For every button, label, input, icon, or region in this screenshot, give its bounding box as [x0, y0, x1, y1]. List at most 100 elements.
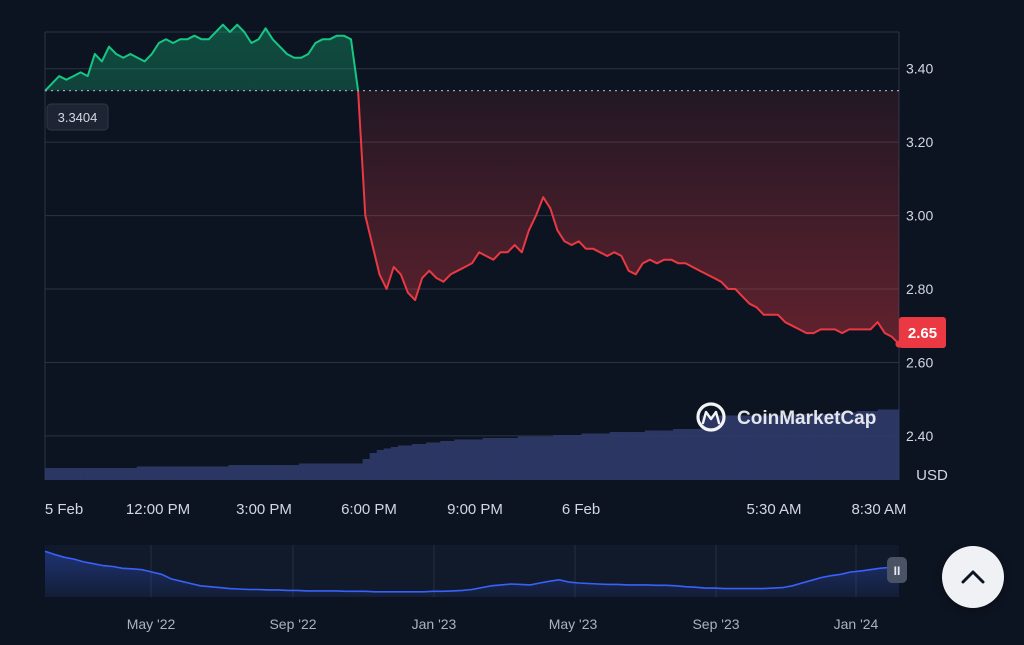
volume-bar [581, 433, 589, 480]
volume-bar [835, 412, 843, 480]
volume-bar [807, 414, 815, 480]
price-area-down [45, 90, 899, 345]
volume-bar [821, 414, 829, 480]
volume-bar [221, 466, 229, 480]
volume-bar [644, 430, 653, 480]
volume-bar [863, 411, 872, 480]
volume-bar [828, 414, 836, 480]
volume-bar [256, 465, 265, 480]
volume-bar [510, 438, 519, 480]
volume-bar [369, 453, 378, 480]
x-tick-label: 3:00 PM [236, 501, 292, 518]
volume-bar [524, 436, 533, 480]
x-tick-label: 5:30 AM [746, 501, 801, 518]
volume-bar [757, 415, 766, 480]
volume-bar [447, 441, 455, 480]
volume-bar [172, 466, 180, 480]
volume-bar [503, 438, 512, 480]
x-tick-label: 12:00 PM [126, 501, 190, 518]
navigator-tick-label: Jan '24 [834, 616, 879, 632]
volume-bar [701, 415, 709, 480]
volume-bar [80, 468, 88, 480]
volume-bar [531, 436, 540, 480]
volume-bar [383, 448, 392, 480]
navigator-tick-label: Jan '23 [412, 616, 457, 632]
volume-bar [73, 468, 81, 480]
volume-bar [793, 414, 801, 480]
volume-bar [454, 439, 462, 480]
volume-bar [348, 463, 356, 480]
volume-bar [496, 438, 505, 480]
volume-bar [263, 465, 272, 480]
volume-bar [164, 466, 173, 480]
volume-bar [52, 468, 60, 480]
volume-bar [186, 466, 194, 480]
volume-bar [87, 468, 95, 480]
navigator-line [44, 550, 900, 593]
volume-bars [45, 409, 900, 480]
volume-bar [877, 409, 886, 480]
volume-bar [101, 468, 109, 480]
volume-bar [412, 444, 420, 480]
volume-bar [574, 435, 582, 480]
volume-bar [404, 445, 413, 480]
volume-bar [489, 438, 498, 480]
volume-bar [616, 432, 625, 480]
price-line-up [44, 23, 360, 91]
volume-bar [539, 436, 547, 480]
volume-bar [842, 412, 850, 480]
x-axis-ticks: 5 Feb 12:00 PM 3:00 PM 6:00 PM 9:00 PM 6 Feb 5… [45, 501, 907, 518]
volume-bar [228, 465, 236, 480]
volume-bar [694, 429, 702, 480]
price-line-down [44, 90, 900, 345]
y-axis-ticks: 3.40 3.20 3.00 2.80 2.60 2.40 [906, 61, 933, 444]
volume-bar [461, 439, 469, 480]
volume-bar [673, 429, 681, 480]
volume-bar [306, 463, 314, 480]
y-tick-label: 2.60 [906, 354, 933, 370]
x-tick-label: 6 Feb [562, 501, 600, 518]
volume-bar [517, 436, 526, 480]
currency-unit-label: USD [916, 467, 948, 484]
volume-bar [426, 442, 434, 480]
y-tick-label: 2.40 [906, 428, 933, 444]
volume-bar [849, 412, 858, 480]
chevron-up-icon [961, 570, 985, 584]
volume-bar [235, 465, 244, 480]
volume-bar [397, 445, 406, 480]
volume-bar [666, 430, 674, 480]
watermark-brand-text: CoinMarketCap [737, 408, 876, 429]
volume-bar [122, 468, 131, 480]
volume-bar [66, 468, 74, 480]
volume-bar [270, 465, 279, 480]
navigator-handle[interactable]: II [887, 557, 907, 583]
navigator-area [45, 551, 899, 597]
volume-bar [299, 463, 307, 480]
volume-bar [313, 463, 321, 480]
volume-bar [59, 468, 67, 480]
scroll-to-top-button[interactable] [942, 546, 1004, 608]
reference-price-badge: 3.3404 [46, 103, 109, 131]
volume-bar [419, 444, 427, 480]
coinmarketcap-logo-icon [696, 402, 726, 432]
volume-bar [722, 415, 731, 480]
navigator-tick-label: Sep '22 [269, 616, 316, 632]
volume-bar [200, 466, 208, 480]
volume-bar [482, 438, 491, 480]
navigator-tick-label: May '23 [549, 616, 598, 632]
volume-bar [327, 463, 335, 480]
volume-bar [588, 433, 596, 480]
volume-bar [779, 415, 787, 480]
navigator-tick-label: Sep '23 [692, 616, 739, 632]
volume-bar [292, 465, 300, 480]
volume-bar [786, 415, 794, 480]
volume-bar [136, 466, 145, 480]
volume-bar [750, 415, 759, 480]
volume-bar [284, 465, 293, 480]
volume-bar [884, 409, 893, 480]
y-tick-label: 3.20 [906, 134, 933, 150]
volume-bar [207, 466, 215, 480]
reference-price-value: 3.3404 [58, 110, 98, 125]
range-navigator[interactable] [44, 545, 900, 597]
